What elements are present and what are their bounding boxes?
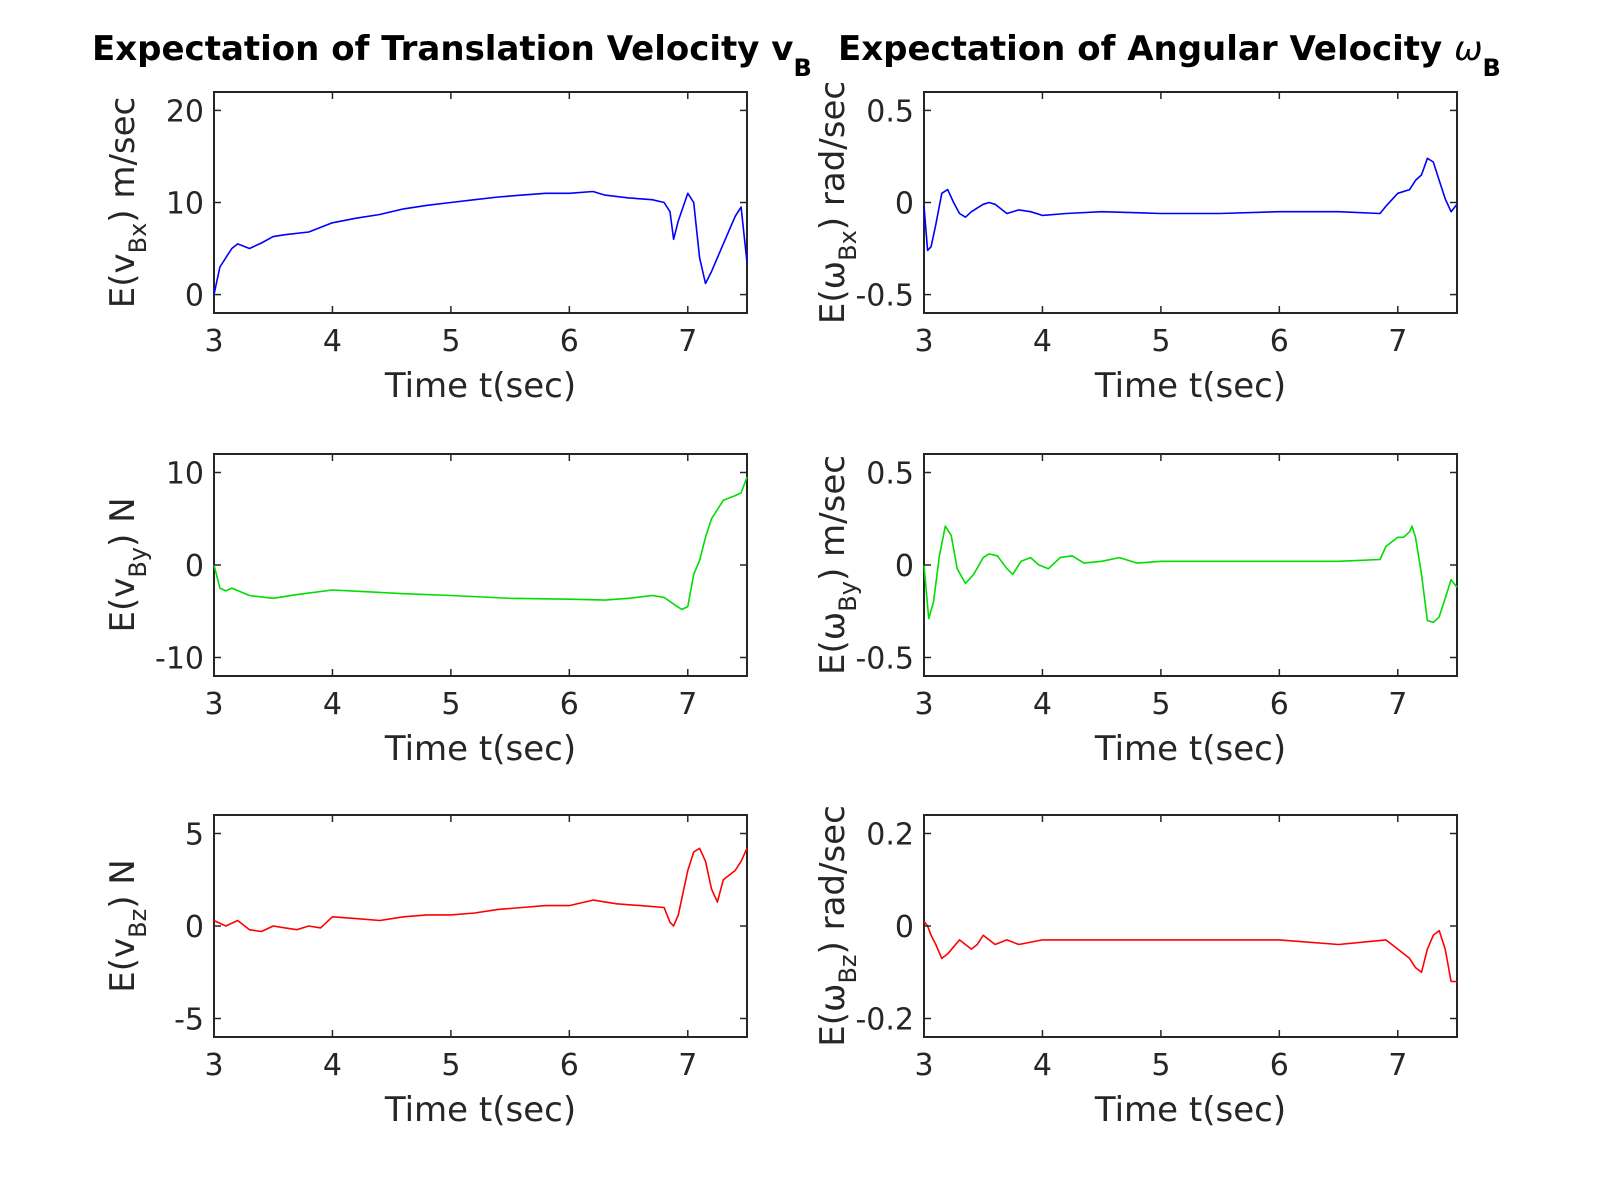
x-tick-label: 4 — [323, 687, 342, 722]
x-tick-label: 4 — [323, 324, 342, 359]
y-tick-label: -0.2 — [855, 1003, 914, 1038]
x-tick-label: 3 — [914, 324, 933, 359]
panel-wbz: 3 4 5 6 7 -0.2 0 0.2 Time t(sec) E(ωBz) rad/sec — [813, 805, 1458, 1130]
plot-area — [923, 814, 1458, 1038]
x-tick-label: 6 — [560, 1048, 579, 1083]
y-axis-label-unit: ) N — [103, 497, 143, 547]
plot-area — [213, 453, 748, 677]
x-tick-label: 6 — [560, 324, 579, 359]
x-tick-label: 5 — [1151, 1048, 1170, 1083]
x-tick-label: 3 — [914, 1048, 933, 1083]
x-tick-label: 5 — [1151, 324, 1170, 359]
y-axis-label-sub: Bz — [124, 909, 152, 938]
x-axis-label: Time t(sec) — [384, 1090, 576, 1130]
x-tick-label: 3 — [914, 687, 933, 722]
x-tick-label: 5 — [441, 324, 460, 359]
series-line-bx-0 — [213, 190, 748, 295]
y-axis-label-main: E(v — [103, 578, 143, 633]
y-tick-label: 0 — [895, 549, 914, 584]
panel-wbx: 3 4 5 6 7 -0.5 0 0.5 Time t(sec) E(ωBx) rad/sec — [813, 81, 1458, 406]
y-axis-label-sub: Bx — [834, 230, 862, 261]
y-tick-label: 0.5 — [866, 94, 914, 129]
title-angular-velocity: Expectation of Angular Velocity ωB — [838, 29, 1501, 82]
x-tick-label: 7 — [1388, 324, 1407, 359]
y-axis-label-main: E(ω — [813, 261, 853, 324]
x-tick-label: 4 — [1033, 687, 1052, 722]
panel-bx: 3 4 5 6 7 0 10 20 Time t(sec) E(vBx) m/sec — [103, 91, 748, 406]
y-axis-label-unit: ) m/sec — [813, 455, 853, 581]
y-axis-label-sub: Bx — [124, 223, 152, 254]
x-tick-label: 6 — [1270, 324, 1289, 359]
y-tick-label: 0 — [895, 910, 914, 945]
y-axis-label-unit: ) rad/sec — [813, 805, 853, 954]
y-tick-label: 0.2 — [866, 818, 914, 853]
y-axis-label-sub: Bz — [834, 954, 862, 983]
series-line-wbx-0 — [923, 157, 1458, 252]
x-axis-label: Time t(sec) — [1094, 729, 1286, 769]
y-axis-label: E(vBy) N — [103, 497, 152, 632]
y-tick-label: 0.5 — [866, 457, 914, 492]
x-axis-label: Time t(sec) — [384, 729, 576, 769]
series-line-bz-0 — [213, 847, 748, 933]
x-tick-label: 7 — [1388, 687, 1407, 722]
series-line-wbz-0 — [923, 920, 1457, 983]
x-tick-label: 5 — [1151, 687, 1170, 722]
x-tick-label: 3 — [204, 687, 223, 722]
y-tick-label: -5 — [174, 1003, 204, 1038]
x-tick-label: 5 — [441, 687, 460, 722]
x-tick-label: 3 — [204, 1048, 223, 1083]
x-tick-label: 4 — [323, 1048, 342, 1083]
y-axis-label: E(ωBz) rad/sec — [813, 805, 862, 1047]
y-axis-label: E(ωBx) rad/sec — [813, 81, 862, 324]
plot-area — [923, 91, 1458, 314]
x-axis-label: Time t(sec) — [1094, 1090, 1286, 1130]
plot-area — [213, 814, 748, 1038]
x-tick-label: 6 — [1270, 1048, 1289, 1083]
y-tick-label: 0 — [185, 910, 204, 945]
x-tick-label: 4 — [1033, 1048, 1052, 1083]
x-tick-label: 6 — [560, 687, 579, 722]
y-tick-label: -0.5 — [855, 279, 914, 314]
y-axis-label-unit: ) m/sec — [103, 97, 143, 223]
x-tick-label: 7 — [1388, 1048, 1407, 1083]
panel-wby: 3 4 5 6 7 -0.5 0 0.5 Time t(sec) E(ωBy) m/sec — [813, 453, 1458, 769]
series-line-by-0 — [213, 476, 748, 611]
y-tick-label: 0 — [185, 549, 204, 584]
x-axis-label: Time t(sec) — [384, 366, 576, 406]
plot-area — [213, 91, 748, 314]
x-tick-label: 3 — [204, 324, 223, 359]
series-line-wby-0 — [923, 525, 1458, 624]
y-tick-label: 0 — [185, 279, 204, 314]
title-translation-velocity: Expectation of Translation Velocity vB — [92, 29, 812, 82]
y-axis-label: E(vBz) N — [103, 859, 152, 992]
y-tick-label: 10 — [166, 187, 204, 222]
y-axis-label-sub: By — [834, 581, 862, 612]
x-tick-label: 7 — [678, 324, 697, 359]
y-axis-label-unit: ) N — [103, 859, 143, 909]
y-tick-label: -0.5 — [855, 642, 914, 677]
y-tick-label: 20 — [166, 94, 204, 129]
y-axis-label-unit: ) rad/sec — [813, 81, 853, 230]
y-axis-label-main: E(v — [103, 253, 143, 308]
y-axis-label-main: E(v — [103, 938, 143, 993]
panel-bz: 3 4 5 6 7 -5 0 5 Time t(sec) E(vBz) N — [103, 814, 748, 1130]
x-tick-label: 6 — [1270, 687, 1289, 722]
plot-area — [923, 453, 1458, 677]
panel-by: 3 4 5 6 7 -10 0 10 Time t(sec) E(vBy) N — [103, 453, 748, 769]
y-tick-label: 5 — [185, 818, 204, 853]
y-tick-label: -10 — [155, 642, 204, 677]
y-tick-label: 0 — [895, 187, 914, 222]
x-tick-label: 4 — [1033, 324, 1052, 359]
y-axis-label: E(vBx) m/sec — [103, 97, 152, 309]
y-axis-label-sub: By — [124, 547, 152, 578]
x-axis-label: Time t(sec) — [1094, 366, 1286, 406]
y-axis-label-main: E(ω — [813, 612, 853, 675]
x-tick-label: 5 — [441, 1048, 460, 1083]
y-axis-label-main: E(ω — [813, 984, 853, 1047]
x-tick-label: 7 — [678, 1048, 697, 1083]
x-tick-label: 7 — [678, 687, 697, 722]
y-tick-label: 10 — [166, 457, 204, 492]
y-axis-label: E(ωBy) m/sec — [813, 455, 862, 675]
